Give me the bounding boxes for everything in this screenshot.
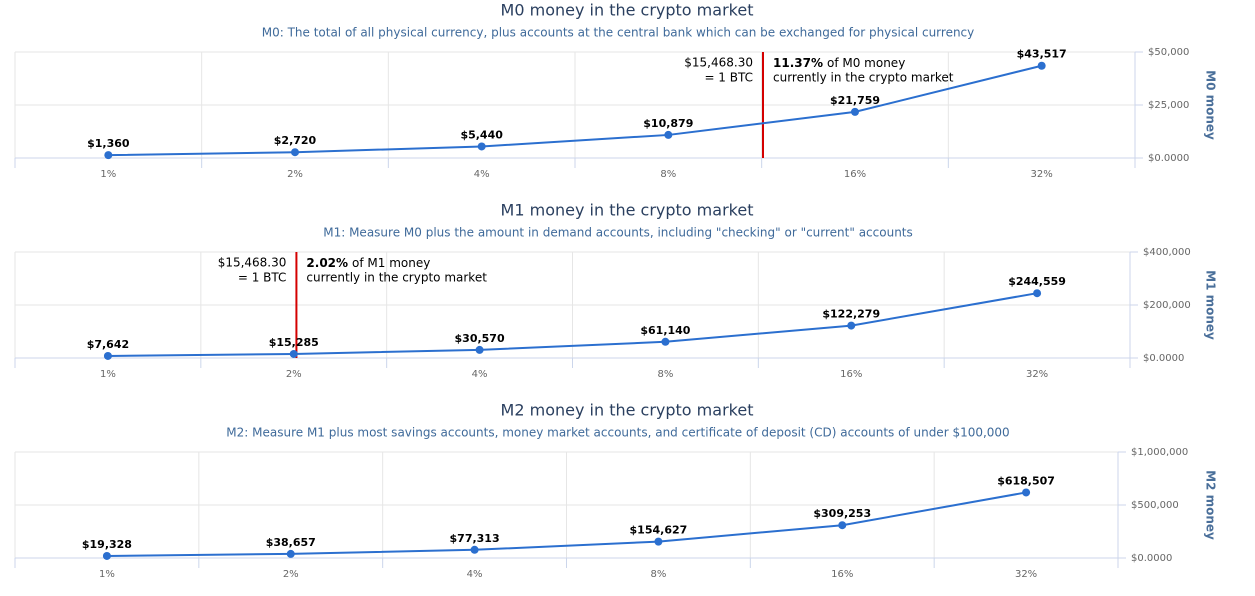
x-tick-label: 32% bbox=[1031, 169, 1053, 180]
data-point bbox=[102, 551, 111, 560]
data-label: $618,507 bbox=[997, 474, 1055, 487]
plot-line-text: of M1 money bbox=[352, 256, 430, 270]
data-label: $38,657 bbox=[266, 536, 316, 549]
y-tick-label: $50,000 bbox=[1148, 47, 1189, 58]
data-label: $10,879 bbox=[643, 117, 693, 130]
x-tick-label: 1% bbox=[100, 169, 116, 180]
x-tick-label: 16% bbox=[844, 169, 866, 180]
y-tick-label: $25,000 bbox=[1148, 100, 1189, 111]
data-label: $30,570 bbox=[455, 332, 505, 345]
chart-subtitle: M1: Measure M0 plus the amount in demand… bbox=[323, 226, 913, 240]
y-axis-title: M2 money bbox=[1204, 470, 1218, 540]
data-label: $2,720 bbox=[274, 134, 317, 147]
plot-line-text: currently in the crypto market bbox=[306, 271, 487, 285]
data-point bbox=[654, 537, 663, 546]
x-tick-label: 4% bbox=[474, 169, 490, 180]
price-label: = 1 BTC bbox=[704, 71, 753, 85]
data-point bbox=[103, 351, 112, 360]
data-label: $77,313 bbox=[450, 532, 500, 545]
data-label: $19,328 bbox=[82, 538, 132, 551]
y-tick-label: $0.0000 bbox=[1131, 553, 1172, 564]
series-line bbox=[108, 64, 1042, 157]
data-point bbox=[477, 142, 486, 151]
series-line bbox=[107, 292, 1038, 357]
plot-line-label: 2.02% of M1 money bbox=[306, 256, 430, 270]
plot-line-text: currently in the crypto market bbox=[773, 71, 954, 85]
x-tick-label: 4% bbox=[472, 369, 488, 380]
data-point bbox=[1037, 61, 1046, 70]
data-label: $7,642 bbox=[87, 338, 129, 351]
y-axis-title: M0 money bbox=[1204, 70, 1218, 140]
y-tick-label: $500,000 bbox=[1131, 500, 1179, 511]
data-point bbox=[470, 545, 479, 554]
data-point bbox=[475, 345, 484, 354]
y-tick-label: $0.0000 bbox=[1143, 353, 1184, 364]
y-tick-label: $0.0000 bbox=[1148, 153, 1189, 164]
percent-label: 2.02% bbox=[306, 256, 348, 270]
chart-title: M2 money in the crypto market bbox=[501, 401, 754, 420]
data-label: $154,627 bbox=[630, 524, 688, 537]
data-label: $309,253 bbox=[813, 507, 871, 520]
data-point bbox=[847, 321, 856, 330]
data-label: $1,360 bbox=[87, 137, 130, 150]
x-tick-label: 2% bbox=[283, 569, 299, 580]
data-label: $122,279 bbox=[822, 308, 880, 321]
x-tick-label: 1% bbox=[99, 569, 115, 580]
chart-title: M1 money in the crypto market bbox=[501, 201, 754, 220]
x-tick-label: 4% bbox=[467, 569, 483, 580]
data-label: $5,440 bbox=[460, 128, 503, 141]
series-line bbox=[106, 491, 1027, 557]
data-label: $15,285 bbox=[269, 336, 319, 349]
x-tick-label: 8% bbox=[650, 569, 666, 580]
chart-subtitle: M0: The total of all physical currency, … bbox=[262, 26, 975, 40]
data-point bbox=[661, 337, 670, 346]
data-point bbox=[664, 130, 673, 139]
plot-line-text: of M0 money bbox=[827, 56, 905, 70]
y-tick-label: $400,000 bbox=[1143, 247, 1191, 258]
chart-subtitle: M2: Measure M1 plus most savings account… bbox=[226, 426, 1009, 440]
y-tick-label: $200,000 bbox=[1143, 300, 1191, 311]
data-point bbox=[289, 349, 298, 358]
data-point bbox=[1022, 488, 1031, 497]
data-point bbox=[838, 521, 847, 530]
y-axis-title: M1 money bbox=[1204, 270, 1218, 340]
data-label: $21,759 bbox=[830, 94, 880, 107]
percent-label: 11.37% bbox=[773, 56, 823, 70]
data-point bbox=[286, 549, 295, 558]
price-label: $15,468.30 bbox=[218, 256, 287, 270]
y-tick-label: $1,000,000 bbox=[1131, 447, 1188, 458]
x-tick-label: 16% bbox=[831, 569, 853, 580]
x-tick-label: 32% bbox=[1015, 569, 1037, 580]
data-label: $61,140 bbox=[640, 324, 690, 337]
x-tick-label: 8% bbox=[657, 369, 673, 380]
plot-line-label: 11.37% of M0 money bbox=[773, 56, 905, 70]
x-tick-label: 1% bbox=[100, 369, 116, 380]
price-label: $15,468.30 bbox=[684, 56, 753, 70]
chart-title: M0 money in the crypto market bbox=[501, 1, 754, 20]
data-label: $244,559 bbox=[1008, 275, 1066, 288]
data-point bbox=[851, 107, 859, 116]
x-tick-label: 32% bbox=[1026, 369, 1048, 380]
data-point bbox=[104, 151, 113, 160]
x-tick-label: 8% bbox=[660, 169, 676, 180]
data-label: $43,517 bbox=[1017, 48, 1067, 61]
x-tick-label: 2% bbox=[286, 369, 302, 380]
price-label: = 1 BTC bbox=[238, 271, 287, 285]
data-point bbox=[1033, 289, 1042, 298]
x-tick-label: 2% bbox=[287, 169, 303, 180]
x-tick-label: 16% bbox=[840, 369, 862, 380]
data-point bbox=[291, 148, 299, 157]
